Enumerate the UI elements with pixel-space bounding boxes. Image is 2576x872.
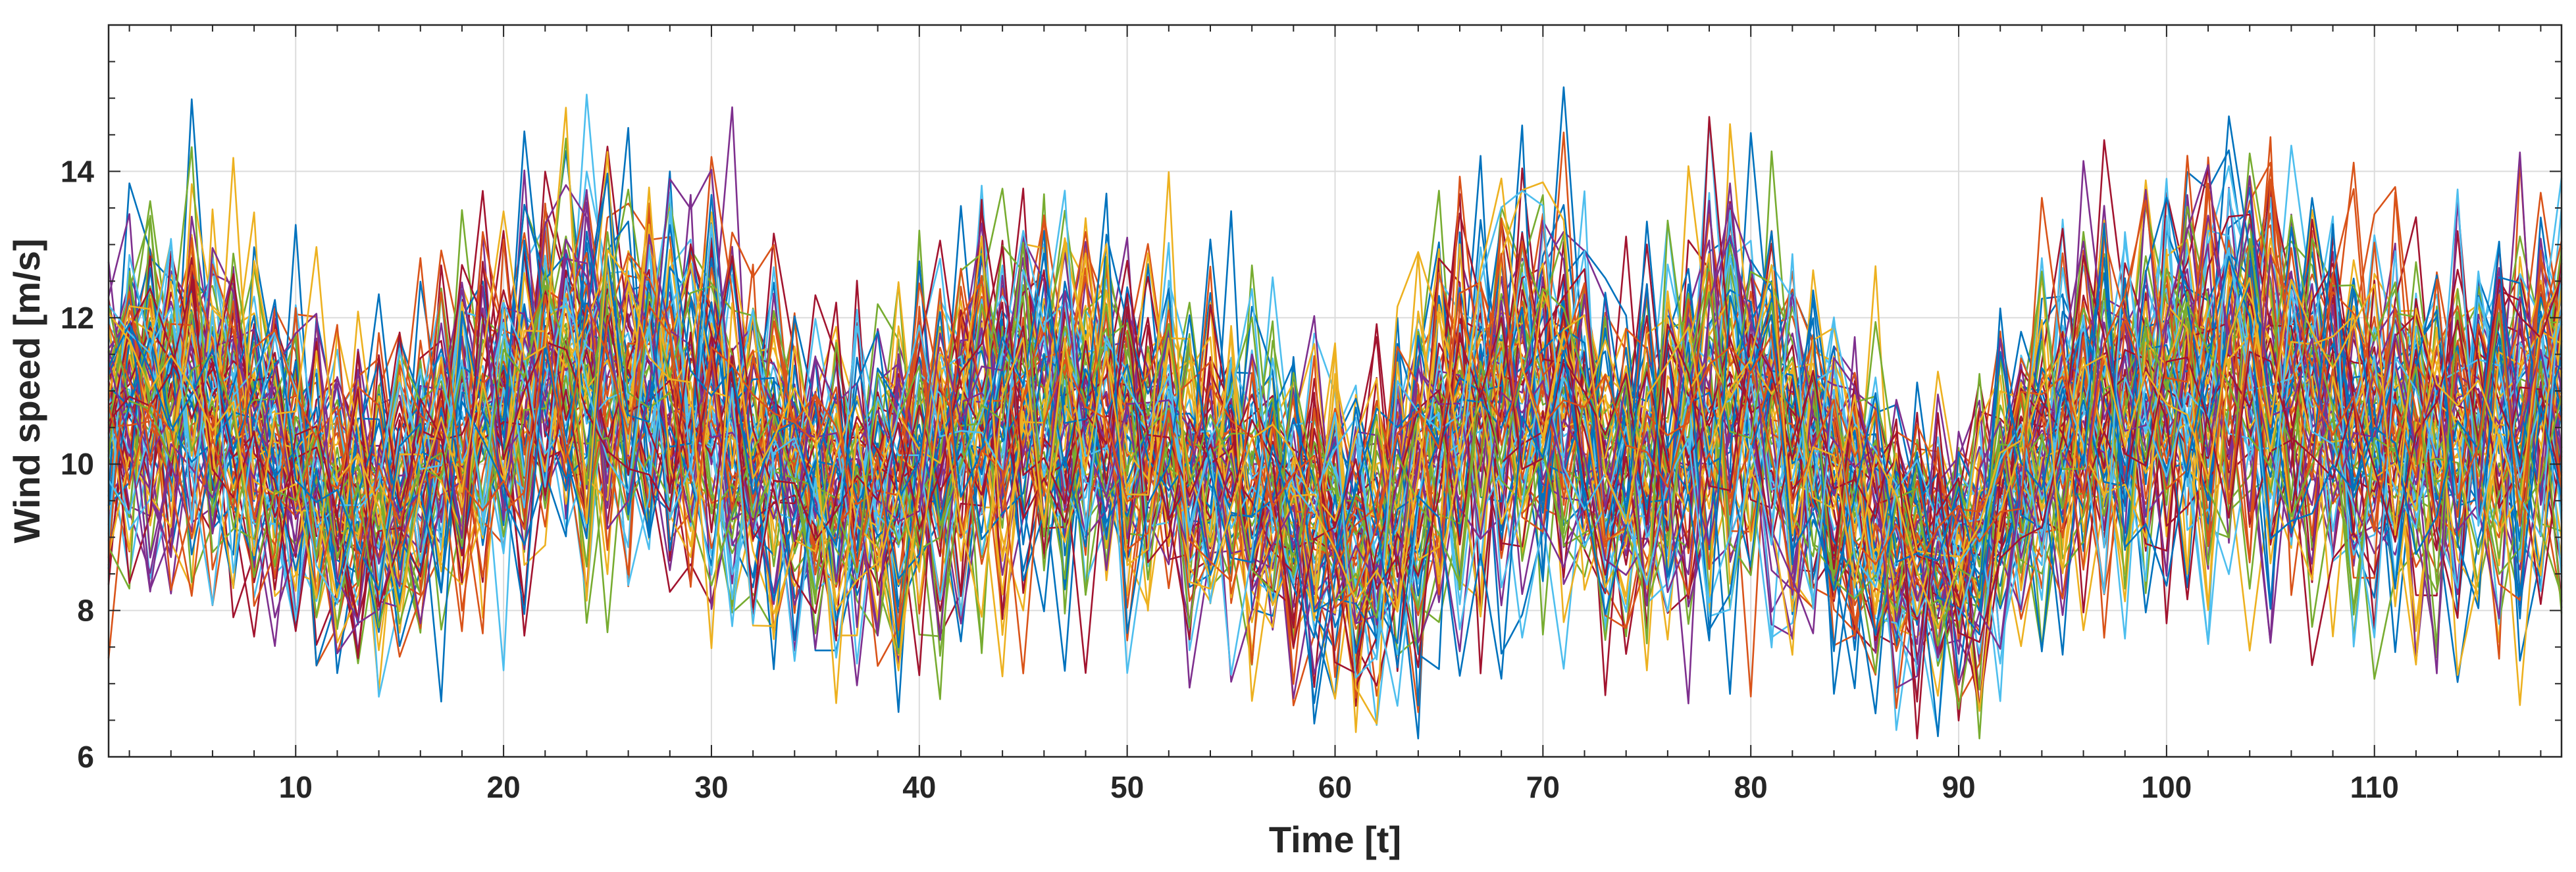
- x-tick-label: 60: [1318, 770, 1352, 804]
- series-line: [107, 182, 2563, 675]
- x-tick-label: 10: [279, 770, 313, 804]
- y-tick-label: 8: [77, 594, 94, 628]
- x-tick-label: 70: [1526, 770, 1560, 804]
- series-layer: [107, 86, 2563, 740]
- series-line: [107, 157, 2563, 712]
- series-line: [107, 184, 2562, 655]
- x-tick-label: 30: [694, 770, 728, 804]
- series-line: [107, 255, 2563, 711]
- series-line: [107, 192, 2563, 704]
- x-tick-label: 100: [2142, 770, 2192, 804]
- label-layer: Time [t] Wind speed [m/s] 10 20 30 40 50 60 70…: [6, 154, 2399, 860]
- x-tick-label: 50: [1110, 770, 1144, 804]
- series-line: [107, 178, 2563, 675]
- series-line: [108, 245, 2563, 740]
- x-axis-label: Time [t]: [1269, 819, 1401, 860]
- x-tick-label: 20: [487, 770, 521, 804]
- series-line: [107, 178, 2563, 709]
- x-tick-label: 80: [1734, 770, 1768, 804]
- x-tick-label: 90: [1942, 770, 1975, 804]
- y-tick-label: 12: [61, 301, 94, 335]
- y-tick-label: 14: [61, 154, 95, 188]
- x-tick-label: 110: [2350, 770, 2399, 804]
- series-line: [107, 107, 2563, 706]
- y-tick-label: 6: [77, 740, 94, 774]
- y-axis-label: Wind speed [m/s]: [6, 238, 47, 543]
- x-tick-label: 40: [902, 770, 936, 804]
- axes-layer: [107, 24, 2563, 758]
- series-line: [107, 188, 2563, 679]
- y-tick-label: 10: [61, 447, 94, 481]
- series-line: [107, 193, 2563, 707]
